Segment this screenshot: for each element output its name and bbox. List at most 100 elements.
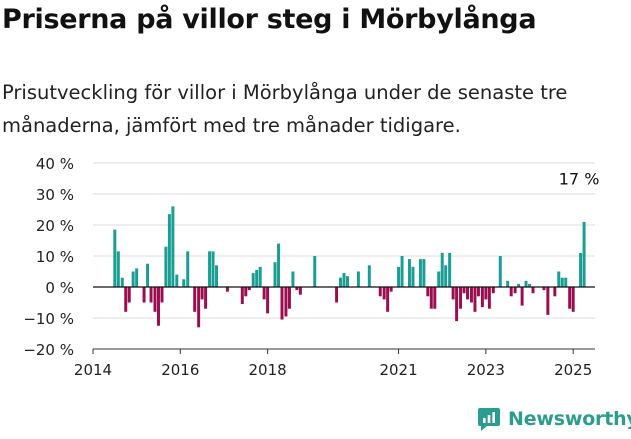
bar	[295, 287, 299, 291]
bar	[433, 287, 437, 309]
x-tick-label: 2023	[467, 361, 505, 379]
bar	[280, 287, 284, 320]
x-tick-label: 2025	[554, 361, 592, 379]
bar	[557, 271, 561, 287]
bar	[397, 266, 401, 287]
bar	[120, 277, 124, 287]
bar	[142, 287, 146, 303]
bar	[262, 287, 266, 300]
y-tick-label: −20 %	[23, 341, 74, 359]
bar	[167, 214, 171, 287]
y-tick-label: −10 %	[23, 310, 74, 328]
axes	[92, 286, 595, 354]
bar	[244, 287, 248, 297]
bar	[582, 221, 586, 287]
bar	[258, 266, 262, 287]
chart-subtitle: Prisutveckling för villor i Mörbylånga u…	[2, 81, 568, 137]
bar	[164, 246, 168, 287]
bar	[411, 266, 415, 287]
bar	[564, 277, 568, 287]
chart-title: Priserna på villor steg i Mörbylånga	[2, 4, 537, 35]
bar	[389, 287, 393, 292]
bar	[225, 287, 229, 292]
bar	[546, 287, 550, 315]
bar	[367, 265, 371, 287]
bar	[422, 259, 426, 287]
bar	[346, 276, 349, 287]
bar	[277, 243, 281, 287]
bar	[382, 287, 386, 300]
bar	[386, 287, 390, 312]
bar	[247, 287, 251, 291]
y-tick-label: 0 %	[45, 279, 74, 297]
bar	[240, 287, 244, 305]
bar	[426, 287, 430, 297]
bar	[448, 252, 452, 287]
bar	[480, 287, 484, 308]
bar	[313, 256, 317, 287]
bar	[116, 251, 120, 287]
bar	[335, 287, 339, 303]
bar	[156, 287, 160, 326]
bar	[160, 287, 164, 303]
newsworthy-logo-icon	[478, 408, 500, 431]
bar	[113, 229, 117, 287]
bar	[407, 259, 411, 287]
bar	[491, 287, 495, 294]
bar	[571, 287, 575, 312]
y-tick-label: 20 %	[36, 217, 74, 235]
bar	[291, 271, 295, 287]
x-tick-label: 2021	[379, 361, 417, 379]
bar	[127, 287, 131, 303]
newsworthy-brand[interactable]: Newsworthy	[476, 406, 631, 432]
bar	[273, 262, 277, 287]
y-tick-label: 10 %	[36, 248, 74, 266]
bar	[175, 274, 179, 287]
bar	[135, 268, 139, 287]
bar	[298, 287, 302, 295]
bar	[487, 287, 491, 309]
bar	[418, 259, 422, 287]
bar	[197, 287, 201, 328]
bar	[284, 287, 288, 317]
brand-name: Newsworthy	[508, 408, 631, 430]
x-tick-label: 2016	[161, 361, 199, 379]
bar	[517, 283, 521, 287]
bar	[255, 269, 259, 287]
bar	[200, 287, 204, 300]
bar	[356, 271, 360, 287]
bar	[484, 287, 488, 300]
bar	[459, 287, 463, 309]
bar	[251, 273, 255, 287]
bar	[437, 271, 441, 287]
bar	[568, 287, 572, 309]
bar	[208, 251, 212, 287]
bar	[473, 287, 477, 312]
bar	[400, 256, 404, 287]
x-tick-label: 2018	[249, 361, 287, 379]
bar	[444, 265, 448, 287]
bar	[124, 287, 128, 312]
bar-series	[113, 206, 586, 328]
y-tick-label: 40 %	[36, 155, 74, 173]
bar	[542, 287, 546, 291]
bar	[193, 287, 197, 312]
bar	[215, 265, 219, 287]
x-tick-label: 2014	[74, 361, 112, 379]
bar	[451, 287, 455, 300]
bar	[211, 251, 215, 287]
bar	[498, 256, 502, 287]
bar	[429, 287, 433, 309]
bar	[466, 287, 470, 300]
bar	[553, 287, 557, 297]
bar	[524, 280, 528, 287]
bar	[339, 277, 342, 287]
bar	[204, 287, 208, 309]
bar	[182, 279, 186, 287]
bar	[186, 251, 190, 287]
bar	[378, 287, 382, 297]
last-value-annotation: 17 %	[559, 170, 600, 189]
bar	[560, 277, 564, 287]
bar	[513, 287, 517, 294]
